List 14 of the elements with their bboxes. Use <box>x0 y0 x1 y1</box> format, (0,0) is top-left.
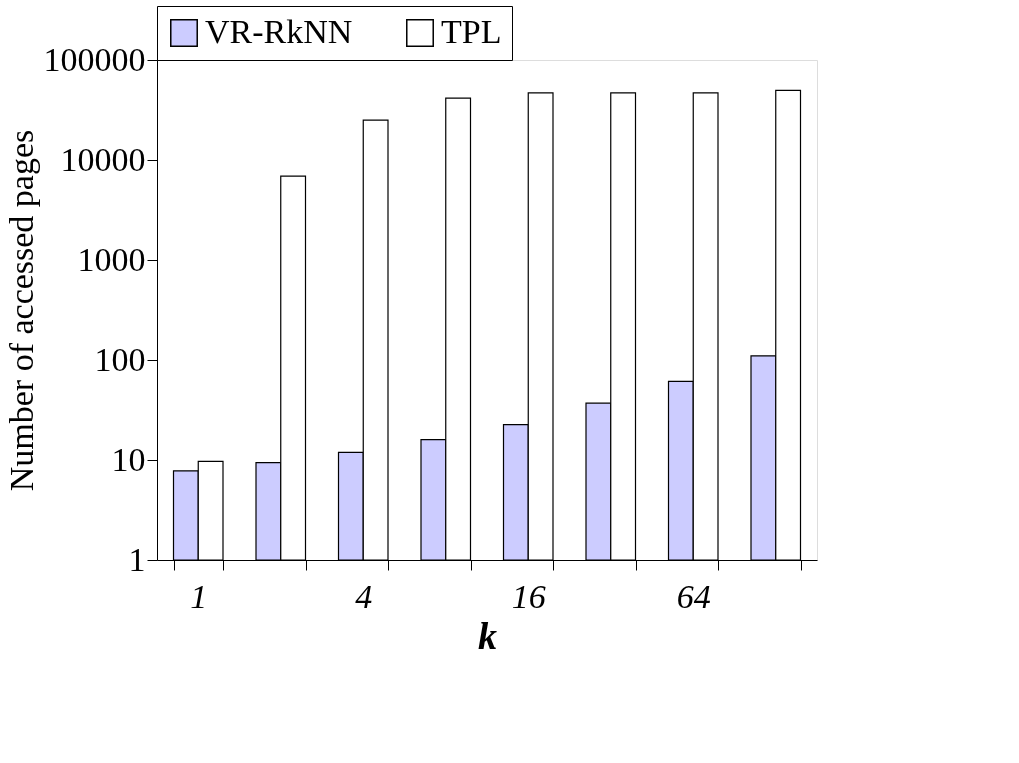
y-axis-title: Number of accessed pages <box>2 129 40 492</box>
y-tick-label: 100 <box>94 340 146 378</box>
legend-label: VR-RkNN <box>205 13 353 50</box>
x-tick-label: 16 <box>511 577 546 615</box>
y-tick-label: 10000 <box>60 140 146 178</box>
x-tick-label: 1 <box>190 577 208 615</box>
y-tick-label: 10 <box>111 440 146 478</box>
y-tick-label: 100000 <box>43 40 146 78</box>
x-tick-label: 64 <box>676 577 711 615</box>
x-tick-label: 4 <box>355 577 373 615</box>
x-axis-title: k <box>478 614 497 657</box>
y-tick-label: 1 <box>128 540 146 578</box>
y-tick-label: 1000 <box>77 240 146 278</box>
legend-label: TPL <box>441 13 502 50</box>
